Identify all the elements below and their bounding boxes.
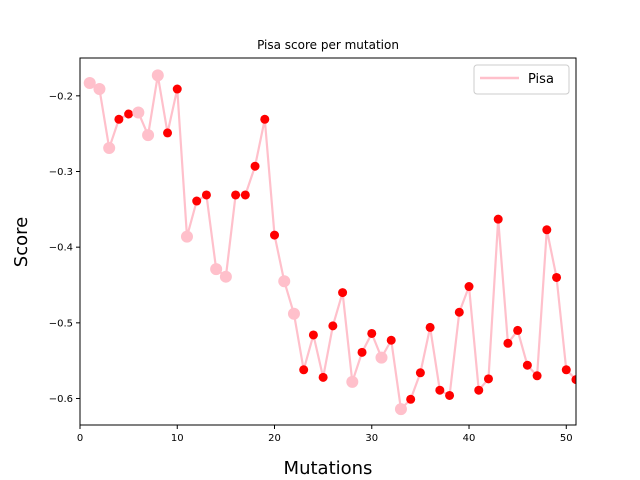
data-point <box>464 282 474 292</box>
data-point <box>163 128 173 138</box>
data-point <box>151 69 164 82</box>
data-point <box>522 360 532 370</box>
data-point <box>338 288 348 298</box>
legend-label: Pisa <box>528 72 554 87</box>
chart-title: Pisa score per mutation <box>257 38 399 52</box>
y-tick-label: −0.5 <box>49 318 73 329</box>
data-point <box>493 214 503 224</box>
x-tick-label: 50 <box>560 433 573 444</box>
data-point <box>172 84 182 94</box>
data-point <box>561 365 571 375</box>
axes-frame <box>79 57 577 426</box>
data-point <box>231 190 241 200</box>
y-tick-label: −0.6 <box>49 394 73 405</box>
data-point <box>357 347 367 357</box>
data-point <box>192 196 202 206</box>
data-point <box>474 385 484 395</box>
data-point <box>406 394 416 404</box>
y-tick-label: −0.2 <box>49 91 73 102</box>
data-point <box>513 325 523 335</box>
data-point <box>346 375 359 388</box>
data-point <box>180 230 193 243</box>
plot-area <box>83 69 576 416</box>
data-point <box>287 307 300 320</box>
data-point <box>240 190 250 200</box>
data-point <box>250 161 260 171</box>
data-point <box>542 225 552 235</box>
data-point <box>445 390 455 400</box>
data-point <box>308 330 318 340</box>
data-point <box>386 335 396 345</box>
data-point <box>552 272 562 282</box>
x-tick-label: 10 <box>171 433 184 444</box>
data-point <box>103 142 116 155</box>
y-tick-label: −0.4 <box>49 243 73 254</box>
x-tick-label: 20 <box>268 433 281 444</box>
y-axis-label: Score <box>11 217 32 267</box>
data-point <box>219 270 232 283</box>
legend: Pisa <box>473 64 570 95</box>
data-point <box>318 372 328 382</box>
y-axis: −0.6 −0.5 −0.4 −0.3 −0.2 <box>49 91 80 405</box>
data-point <box>532 371 542 381</box>
data-point <box>571 375 576 385</box>
data-point <box>299 365 309 375</box>
x-axis: 0 10 20 30 40 50 <box>77 425 573 444</box>
data-point <box>503 338 513 348</box>
data-point <box>114 114 124 124</box>
x-tick-label: 40 <box>463 433 476 444</box>
x-tick-label: 30 <box>365 433 378 444</box>
data-point <box>132 106 145 119</box>
data-point <box>210 263 223 276</box>
data-point <box>425 322 435 332</box>
x-tick-label: 0 <box>77 433 83 444</box>
data-point <box>367 328 377 338</box>
y-tick-label: −0.3 <box>49 167 73 178</box>
data-point <box>142 129 155 142</box>
x-axis-label: Mutations <box>284 458 373 479</box>
data-point <box>83 76 96 89</box>
legend-box <box>473 64 570 95</box>
data-point <box>435 385 445 395</box>
data-point <box>328 321 338 331</box>
data-point <box>278 275 291 288</box>
data-point <box>454 307 464 317</box>
data-point <box>124 109 134 119</box>
data-point <box>201 190 211 200</box>
data-point <box>260 114 270 124</box>
data-point <box>483 374 493 384</box>
data-point <box>270 230 280 240</box>
data-point <box>394 403 407 416</box>
data-point <box>375 351 388 364</box>
data-point <box>93 83 106 96</box>
data-point <box>415 368 425 378</box>
